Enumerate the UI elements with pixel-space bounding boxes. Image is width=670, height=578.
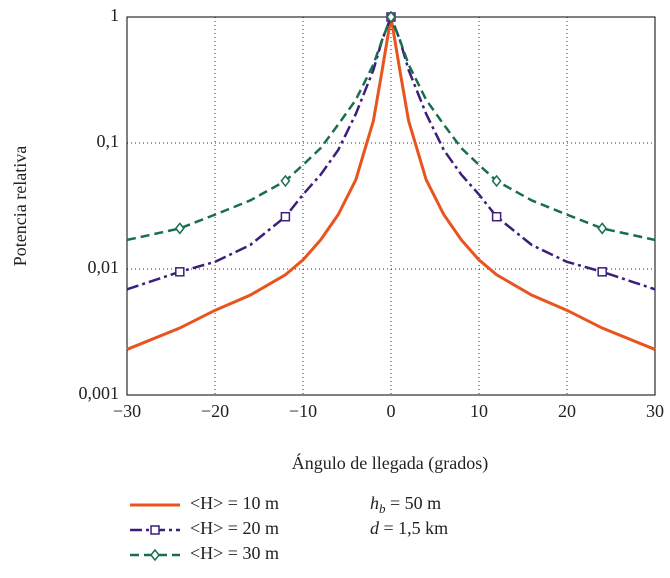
x-tick-label: 10 <box>470 401 488 421</box>
y-axis-label: Potencia relativa <box>10 146 30 266</box>
annotation: hb = 50 m <box>370 493 441 516</box>
x-axis-label: Ángulo de llegada (grados) <box>292 452 488 474</box>
legend-label: <H> = 20 m <box>190 518 279 538</box>
marker <box>386 10 396 24</box>
marker <box>175 267 185 277</box>
marker <box>597 222 608 235</box>
series-line <box>126 13 656 291</box>
annotation: d = 1,5 km <box>370 518 448 538</box>
x-tick-label: −10 <box>289 401 317 421</box>
legend-label: <H> = 30 m <box>190 543 279 563</box>
annotation-symbol: d <box>370 518 380 538</box>
marker <box>491 211 502 222</box>
series-line <box>126 13 656 242</box>
marker <box>597 267 607 277</box>
legend-label: <H> = 10 m <box>190 493 279 513</box>
marker <box>491 174 502 188</box>
marker <box>150 548 160 562</box>
marker <box>280 174 291 188</box>
x-tick-label: 20 <box>558 401 576 421</box>
marker <box>174 222 185 235</box>
annotation-text: = 1,5 km <box>379 518 448 538</box>
x-tick-label: −30 <box>113 401 141 421</box>
annotation-text: = 50 m <box>386 493 442 513</box>
series-line <box>126 16 656 351</box>
annotation-subscript: b <box>379 501 386 516</box>
y-tick-label: 1 <box>110 5 119 25</box>
x-tick-label: 30 <box>646 401 664 421</box>
marker <box>280 211 291 222</box>
y-tick-label: 0,01 <box>88 257 120 277</box>
marker <box>150 525 160 535</box>
y-tick-label: 0,001 <box>79 383 120 403</box>
x-tick-label: 0 <box>387 401 396 421</box>
x-tick-label: −20 <box>201 401 229 421</box>
y-tick-label: 0,1 <box>97 131 120 151</box>
annotation-symbol: h <box>370 493 379 513</box>
